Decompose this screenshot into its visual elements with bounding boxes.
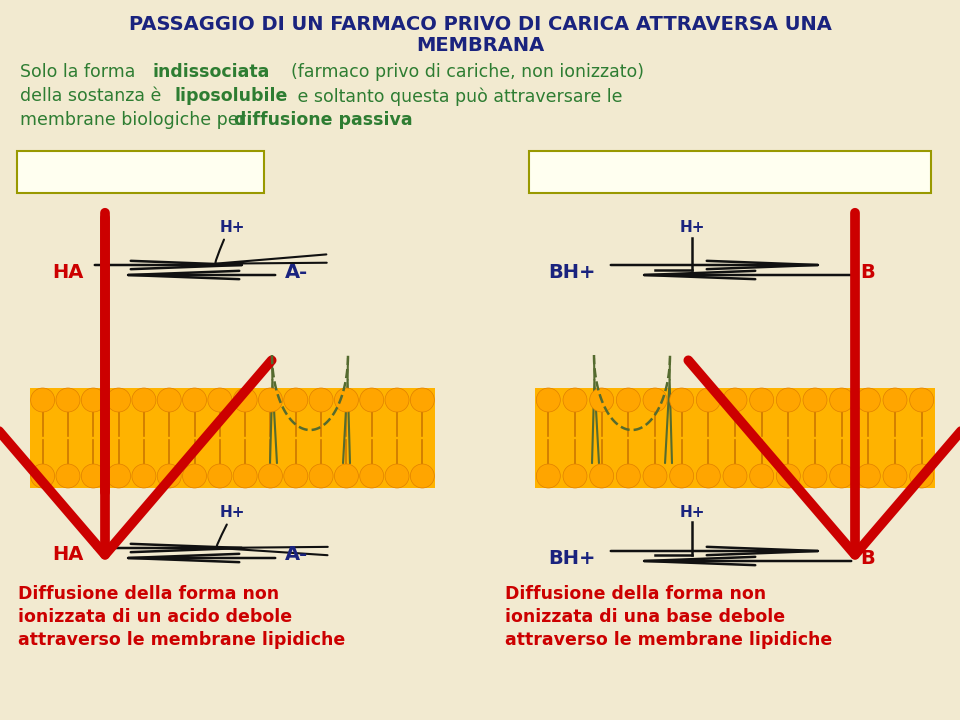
- Text: H+: H+: [680, 505, 705, 520]
- Circle shape: [537, 464, 561, 488]
- Text: HA: HA: [52, 546, 84, 564]
- Circle shape: [31, 388, 55, 412]
- Circle shape: [157, 464, 181, 488]
- Bar: [535, 388, 935, 488]
- Circle shape: [132, 464, 156, 488]
- Circle shape: [723, 464, 747, 488]
- Text: Acido debole: Acido debole: [28, 156, 144, 174]
- Circle shape: [589, 388, 613, 412]
- Text: H+: H+: [680, 220, 705, 235]
- Circle shape: [856, 464, 880, 488]
- Circle shape: [803, 464, 827, 488]
- Circle shape: [309, 388, 333, 412]
- Text: liposolubile: liposolubile: [175, 87, 288, 105]
- Text: diffusione passiva: diffusione passiva: [234, 111, 413, 129]
- Circle shape: [777, 388, 801, 412]
- Text: BH+: BH+: [548, 263, 595, 282]
- Circle shape: [56, 464, 80, 488]
- Circle shape: [856, 388, 880, 412]
- Text: Base debole: Base debole: [542, 156, 653, 174]
- Circle shape: [563, 388, 587, 412]
- Text: A-: A-: [285, 263, 308, 282]
- Circle shape: [107, 388, 131, 412]
- Circle shape: [309, 464, 333, 488]
- Bar: [30, 388, 435, 488]
- Circle shape: [258, 464, 282, 488]
- Circle shape: [723, 388, 747, 412]
- Text: ionizzata di una base debole: ionizzata di una base debole: [505, 608, 785, 626]
- Circle shape: [643, 388, 667, 412]
- Text: Diffusione della forma non: Diffusione della forma non: [505, 585, 766, 603]
- Circle shape: [803, 388, 827, 412]
- Text: H+: H+: [219, 220, 245, 235]
- FancyBboxPatch shape: [529, 151, 931, 193]
- Circle shape: [107, 464, 131, 488]
- Text: Solo la forma: Solo la forma: [20, 63, 141, 81]
- Circle shape: [616, 464, 640, 488]
- Circle shape: [360, 464, 384, 488]
- Circle shape: [670, 388, 694, 412]
- Circle shape: [777, 464, 801, 488]
- Circle shape: [258, 388, 282, 412]
- Circle shape: [360, 388, 384, 412]
- Text: PASSAGGIO DI UN FARMACO PRIVO DI CARICA ATTRAVERSA UNA: PASSAGGIO DI UN FARMACO PRIVO DI CARICA …: [129, 15, 831, 34]
- Circle shape: [910, 464, 934, 488]
- Text: BH+: BH+: [548, 549, 595, 567]
- Circle shape: [284, 388, 308, 412]
- Circle shape: [31, 464, 55, 488]
- Circle shape: [182, 464, 206, 488]
- Circle shape: [616, 388, 640, 412]
- Text: B: B: [860, 263, 875, 282]
- Circle shape: [643, 464, 667, 488]
- Circle shape: [56, 388, 80, 412]
- Text: della sostanza è: della sostanza è: [20, 87, 167, 105]
- Text: (farmaco privo di cariche, non ionizzato): (farmaco privo di cariche, non ionizzato…: [280, 63, 644, 81]
- Text: MEMBRANA: MEMBRANA: [416, 36, 544, 55]
- Text: B: B: [860, 549, 875, 567]
- Circle shape: [589, 464, 613, 488]
- Circle shape: [82, 388, 106, 412]
- Text: HA: HA: [52, 263, 84, 282]
- Circle shape: [233, 388, 257, 412]
- Circle shape: [563, 464, 587, 488]
- Text: e soltanto questa può attraversare le: e soltanto questa può attraversare le: [292, 87, 622, 106]
- Circle shape: [157, 388, 181, 412]
- Circle shape: [385, 464, 409, 488]
- Circle shape: [883, 464, 907, 488]
- Circle shape: [829, 388, 853, 412]
- Circle shape: [334, 464, 358, 488]
- Circle shape: [410, 388, 434, 412]
- Circle shape: [410, 464, 434, 488]
- Text: indissociata: indissociata: [152, 63, 270, 81]
- Text: attraverso le membrane lipidiche: attraverso le membrane lipidiche: [505, 631, 832, 649]
- Circle shape: [670, 464, 694, 488]
- Circle shape: [334, 388, 358, 412]
- Circle shape: [750, 388, 774, 412]
- Circle shape: [132, 388, 156, 412]
- Text: Diffusione della forma non: Diffusione della forma non: [18, 585, 279, 603]
- Circle shape: [284, 464, 308, 488]
- Circle shape: [208, 464, 232, 488]
- Circle shape: [883, 388, 907, 412]
- Circle shape: [82, 464, 106, 488]
- Text: H+: H+: [219, 505, 245, 520]
- Text: attraverso le membrane lipidiche: attraverso le membrane lipidiche: [18, 631, 346, 649]
- Text: A-: A-: [285, 546, 308, 564]
- Circle shape: [910, 388, 934, 412]
- Text: membrane biologiche per: membrane biologiche per: [20, 111, 252, 129]
- Circle shape: [182, 388, 206, 412]
- Circle shape: [385, 388, 409, 412]
- FancyBboxPatch shape: [17, 151, 264, 193]
- Circle shape: [696, 464, 720, 488]
- Text: ionizzata di un acido debole: ionizzata di un acido debole: [18, 608, 292, 626]
- Circle shape: [233, 464, 257, 488]
- Circle shape: [829, 464, 853, 488]
- Circle shape: [208, 388, 232, 412]
- Circle shape: [696, 388, 720, 412]
- Circle shape: [537, 388, 561, 412]
- Circle shape: [750, 464, 774, 488]
